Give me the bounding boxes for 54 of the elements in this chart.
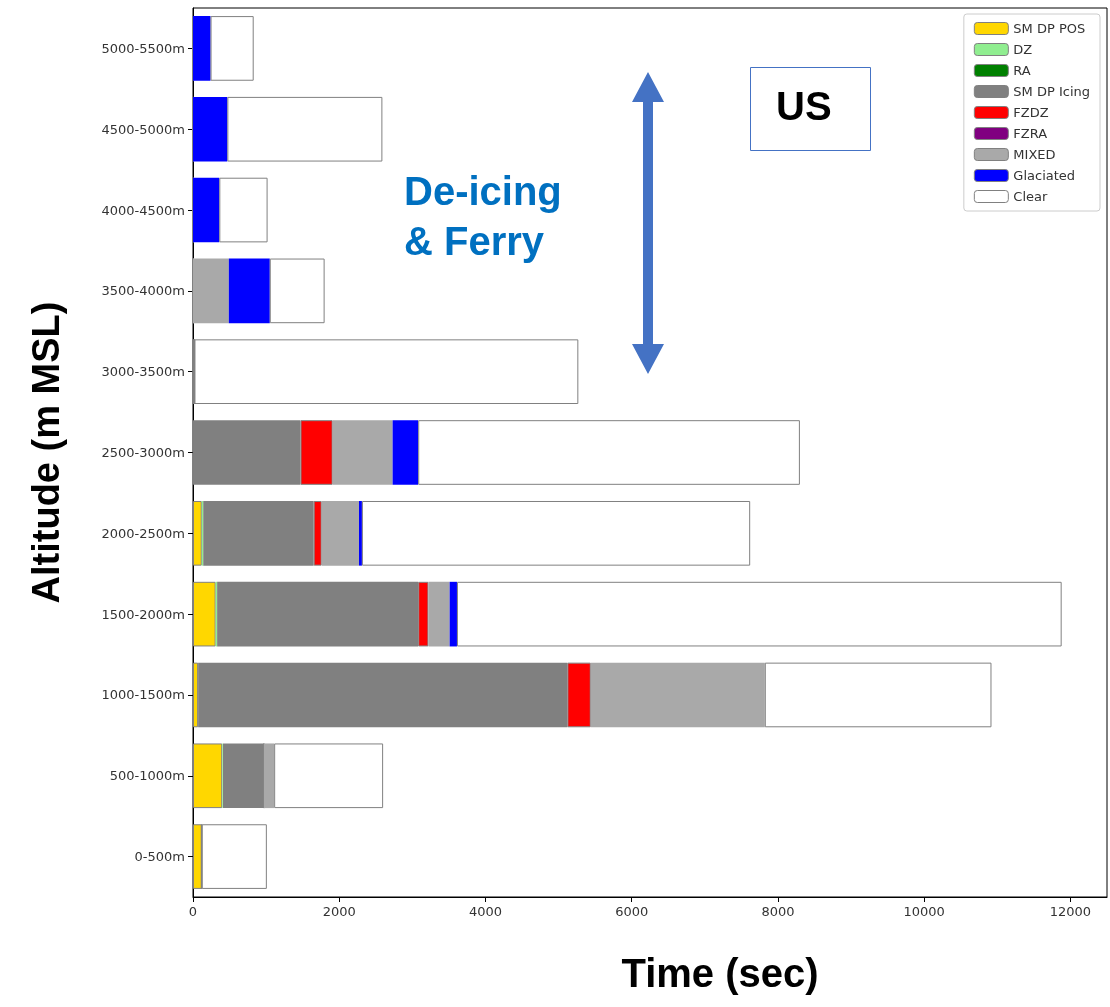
bar: [332, 420, 393, 485]
x-tick-label: 8000: [761, 904, 795, 919]
bar: [418, 420, 800, 485]
legend-label: FZRA: [1013, 126, 1048, 141]
y-tick-label: 1000-1500m: [101, 687, 185, 703]
bar: [193, 177, 220, 243]
y-tick-label: 3500-4000m: [101, 283, 185, 299]
x-tick-label: 10000: [903, 904, 945, 919]
bar: [210, 16, 254, 81]
bar: [358, 500, 362, 566]
x-axis-title: Time (sec): [621, 951, 819, 995]
bar: [274, 743, 384, 809]
legend-label: SM DP Icing: [1013, 84, 1090, 99]
bar: [263, 743, 275, 809]
x-tick-label: 2000: [322, 904, 356, 919]
legend-label: RA: [1013, 63, 1031, 78]
bar: [590, 662, 765, 728]
y-tick-label: 500-1000m: [109, 768, 185, 784]
x-tick-label: 12000: [1049, 904, 1092, 919]
y-tick-label: 1500-2000m: [101, 606, 185, 622]
bar: [193, 258, 229, 324]
legend-label: DZ: [1013, 42, 1033, 57]
bar: [219, 177, 268, 243]
y-axis-title: Altitude (m MSL): [25, 301, 67, 604]
bar: [456, 581, 1062, 647]
y-tick-label: 0-500m: [134, 849, 185, 865]
bar: [449, 581, 457, 647]
annotation: De-icing & Ferry: [404, 169, 562, 263]
bar: [269, 258, 325, 324]
y-tick-label: 4000-4500m: [101, 202, 185, 218]
bar: [193, 16, 211, 81]
x-tick-label: 4000: [468, 904, 503, 919]
legend-label: Glaciated: [1013, 168, 1076, 183]
bar: [428, 581, 450, 647]
legend-label: FZDZ: [1013, 105, 1049, 120]
annotation: US: [776, 84, 832, 128]
bar: [392, 420, 419, 485]
y-tick-label: 4500-5000m: [101, 121, 185, 137]
bar: [228, 258, 270, 324]
y-tick-label: 5000-5500m: [101, 40, 185, 56]
x-tick-label: 6000: [615, 904, 649, 919]
bar: [193, 96, 228, 162]
y-tick-label: 3000-3500m: [101, 364, 185, 380]
bar: [194, 339, 579, 405]
legend-label: MIXED: [1013, 147, 1056, 162]
y-tick-label: 2000-2500m: [101, 525, 185, 541]
bar: [321, 500, 359, 566]
bar: [764, 662, 992, 728]
bar: [227, 96, 383, 162]
legend-label: Clear: [1013, 189, 1048, 204]
bar: [361, 500, 751, 566]
y-tick-label: 2500-3000m: [101, 445, 185, 460]
legend-label: SM DP POS: [1013, 21, 1086, 36]
x-tick-label: 0: [188, 904, 198, 919]
